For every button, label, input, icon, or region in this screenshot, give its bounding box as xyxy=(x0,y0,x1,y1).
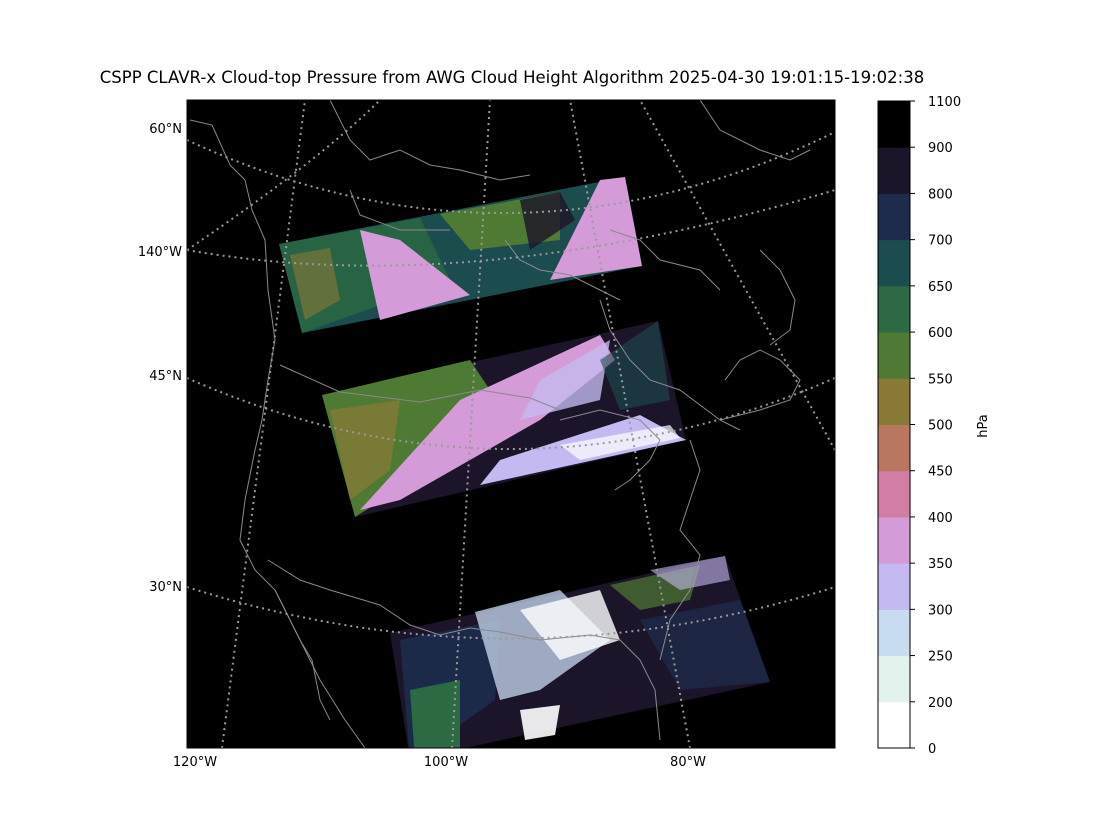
lon-label-100w: 100°W xyxy=(424,755,468,770)
lat-label-45n: 45°N xyxy=(149,369,182,384)
colorbar-tick-label: 300 xyxy=(928,603,953,618)
colorbar-tick-label: 1100 xyxy=(928,95,961,110)
colorbar-segment xyxy=(878,655,910,703)
lon-label-120w: 120°W xyxy=(173,755,217,770)
map-axis-labels: 60°N 140°W 45°N 30°N 120°W 100°W 80°W xyxy=(138,122,706,770)
colorbar-tick-label: 500 xyxy=(928,419,953,434)
lat-label-140w: 140°W xyxy=(138,245,182,260)
colorbar-tick-label: 600 xyxy=(928,326,953,341)
map-panel xyxy=(187,100,835,748)
colorbar-segment xyxy=(878,193,910,241)
chart-title: CSPP CLAVR-x Cloud-top Pressure from AWG… xyxy=(99,68,925,87)
colorbar-segment xyxy=(878,516,910,564)
colorbar-tick-label: 350 xyxy=(928,557,953,572)
colorbar-segment xyxy=(878,285,910,333)
colorbar-tick-label: 900 xyxy=(928,141,953,156)
colorbar-tick-label: 250 xyxy=(928,650,953,665)
colorbar-segment xyxy=(878,424,910,472)
colorbar-tick-label: 650 xyxy=(928,280,953,295)
colorbar: 0 200 250 300 350 400 450 500 550 600 650 700 800 900… xyxy=(877,95,961,757)
lat-label-30n: 30°N xyxy=(149,580,182,595)
colorbar-segment xyxy=(878,563,910,610)
colorbar-segment xyxy=(878,609,910,657)
colorbar-label: hPa xyxy=(976,414,991,437)
lat-label-60n: 60°N xyxy=(149,122,182,137)
swath-north xyxy=(279,177,642,333)
graticule xyxy=(187,100,835,748)
colorbar-tick-label: 200 xyxy=(928,696,953,711)
colorbar-segment xyxy=(878,378,910,425)
colorbar-segment xyxy=(878,239,910,287)
colorbar-tick-label: 450 xyxy=(928,465,953,480)
lon-label-80w: 80°W xyxy=(670,755,706,770)
colorbar-segment xyxy=(878,701,910,749)
colorbar-tick-label: 550 xyxy=(928,372,953,387)
colorbar-tick-label: 0 xyxy=(928,742,936,757)
swath-south xyxy=(390,556,770,748)
colorbar-segment xyxy=(878,332,910,379)
colorbar-segment xyxy=(878,147,910,194)
swath-middle xyxy=(322,321,686,517)
colorbar-tick-label: 700 xyxy=(928,234,953,249)
colorbar-tick-label: 800 xyxy=(928,187,953,202)
colorbar-segment xyxy=(878,470,910,518)
colorbar-tick-label: 400 xyxy=(928,511,953,526)
colorbar-segment xyxy=(878,101,910,148)
